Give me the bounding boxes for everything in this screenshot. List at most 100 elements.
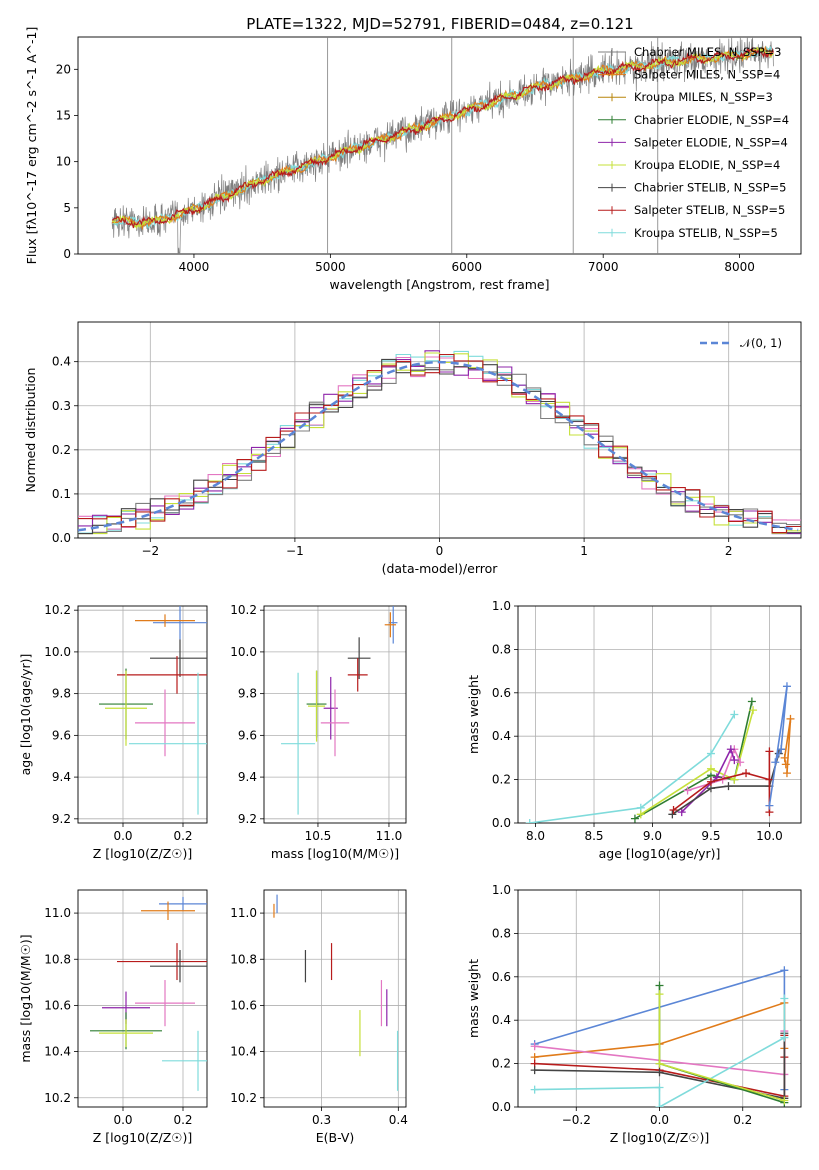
- x-tick-label: 0.0: [113, 829, 132, 843]
- x-tick-label: 0.2: [173, 829, 192, 843]
- weight-point-marker: [677, 808, 686, 817]
- y-tick-label: 0.4: [492, 729, 511, 743]
- errorbar-point: [153, 606, 207, 640]
- weight-point-marker: [780, 966, 789, 975]
- age_vs_mass-plot-area: [281, 606, 398, 815]
- y-tick-label: 9.8: [52, 687, 71, 701]
- x-tick-label: 0.0: [650, 1113, 669, 1127]
- axes-frame: [263, 889, 407, 1108]
- weight-point-marker: [782, 769, 791, 778]
- y-tick-label: 20: [56, 62, 71, 76]
- x-tick-label: 8.5: [584, 829, 603, 843]
- mass_vs_Z-plot-area: [90, 896, 207, 1091]
- y-tick-label: 11.0: [44, 906, 71, 920]
- legend-label: Chabrier ELODIE, N_SSP=4: [634, 113, 789, 127]
- weight-point-marker: [749, 706, 758, 715]
- y-tick-label: 0.4: [52, 355, 71, 369]
- legend-label: Kroupa ELODIE, N_SSP=4: [634, 158, 780, 172]
- axes-frame: [77, 321, 802, 539]
- weight-point-marker: [777, 745, 786, 754]
- y-tick-label: 9.8: [238, 687, 257, 701]
- y-tick-label: 0.6: [492, 686, 511, 700]
- y-tick-label: 10.2: [44, 603, 71, 617]
- weight-point-marker: [780, 1096, 789, 1105]
- spectrum-axes: 4000 5000 6000 7000 8000 0 5 10 15 20 wavelength […: [24, 27, 802, 292]
- age_vs_Z-axes: 0.0 0.2 9.2 9.4 9.6 9.8 10.0 10.2 Z [log10(Z/Z☉)…: [18, 603, 208, 861]
- weight-point-marker: [765, 747, 774, 756]
- errorbar-point: [150, 950, 207, 983]
- y-tick-label: 0.8: [492, 926, 511, 940]
- errorbar-point: [129, 672, 207, 815]
- x-tick-label: 8.0: [526, 829, 545, 843]
- weight-point-marker: [724, 782, 733, 791]
- weight-series-line: [673, 751, 771, 813]
- x-axis-label: mass [log10(M/M☉)]: [271, 846, 399, 861]
- figure-title: PLATE=1322, MJD=52791, FIBERID=0484, z=0…: [246, 15, 633, 33]
- y-tick-label: 10.6: [44, 998, 71, 1012]
- y-tick-label: 0.0: [52, 531, 71, 545]
- legend-label: Kroupa STELIB, N_SSP=5: [634, 226, 778, 240]
- weight-series-line: [681, 747, 736, 813]
- y-tick-label: 9.6: [238, 728, 257, 742]
- weight-series-line: [534, 1033, 786, 1100]
- y-tick-label: 10.4: [230, 1045, 257, 1059]
- weight-point-marker: [742, 769, 751, 778]
- y-tick-label: 0.4: [492, 1013, 511, 1027]
- axes-frame: [77, 889, 208, 1108]
- errorbar-point: [117, 656, 207, 694]
- y-tick-label: 0.0: [492, 1100, 511, 1114]
- y-tick-label: 9.4: [238, 770, 257, 784]
- weight-point-marker: [747, 697, 756, 706]
- y-axis-label: mass weight: [466, 675, 481, 754]
- y-tick-label: 1.0: [492, 599, 511, 613]
- weight-series-line: [640, 709, 754, 815]
- legend-label: 𝒩(0, 1): [740, 336, 782, 350]
- errorbar-point: [99, 1019, 153, 1047]
- spectrum-legend: Chabrier MILES, N_SSP=3 Salpeter MILES, N…: [598, 45, 789, 240]
- weight-point-marker: [530, 1042, 539, 1051]
- y-tick-label: 0.2: [492, 773, 511, 787]
- weight-point-marker: [780, 994, 789, 1003]
- y-tick-label: 9.4: [52, 770, 71, 784]
- errorbar-point: [105, 670, 147, 746]
- weight-series-line: [534, 998, 786, 1107]
- age_vs_Z-plot-area: [99, 606, 207, 815]
- y-tick-label: 0: [63, 247, 71, 261]
- x-tick-label: −2: [141, 544, 159, 558]
- x-axis-label: Z [log10(Z/Z☉)]: [93, 846, 193, 861]
- weight-point-marker: [706, 777, 715, 786]
- errorbar-point: [320, 689, 350, 757]
- x-tick-label: 0.2: [733, 1113, 752, 1127]
- legend-label: Chabrier STELIB, N_SSP=5: [634, 181, 786, 195]
- x-axis-label: (data-model)/error: [382, 561, 499, 576]
- errorbar-point: [150, 639, 207, 677]
- weight-point-marker: [530, 1066, 539, 1075]
- y-tick-label: 5: [63, 201, 71, 215]
- legend-label: Kroupa MILES, N_SSP=3: [634, 90, 773, 104]
- x-axis-label: wavelength [Angstrom, rest frame]: [329, 277, 549, 292]
- age_vs_mass-axes: 10.5 11.0 9.2 9.4 9.6 9.8 10.0 10.2 mass [log10(…: [230, 603, 407, 861]
- y-tick-label: 0.1: [52, 487, 71, 501]
- weight-point-marker: [780, 1033, 789, 1042]
- x-tick-label: 2: [725, 544, 733, 558]
- y-tick-label: 0.6: [492, 970, 511, 984]
- y-tick-label: 10.8: [44, 952, 71, 966]
- weight-point-marker: [782, 682, 791, 691]
- x-tick-label: −0.2: [562, 1113, 591, 1127]
- weight-point-marker: [736, 758, 745, 767]
- errorbar-point: [159, 896, 207, 911]
- y-tick-label: 9.2: [52, 812, 71, 826]
- x-tick-label: 4000: [179, 260, 210, 274]
- weight_vs_Z-plot-area: [530, 966, 789, 1107]
- weight-point-marker: [655, 1103, 664, 1107]
- weight-point-marker: [765, 801, 774, 810]
- weight-point-marker: [655, 990, 664, 999]
- legend-label: Chabrier MILES, N_SSP=3: [634, 45, 781, 59]
- errorbar-point: [308, 670, 326, 742]
- weight-point-marker: [669, 805, 678, 814]
- y-tick-label: 10.0: [230, 645, 257, 659]
- y-tick-label: 0.2: [52, 443, 71, 457]
- weight_vs_age-axes: 8.0 8.5 9.0 9.5 10.0 0.0 0.2 0.4 0.6 0.8 1.0 age [l…: [466, 599, 802, 861]
- legend-label: Salpeter ELODIE, N_SSP=4: [634, 135, 788, 149]
